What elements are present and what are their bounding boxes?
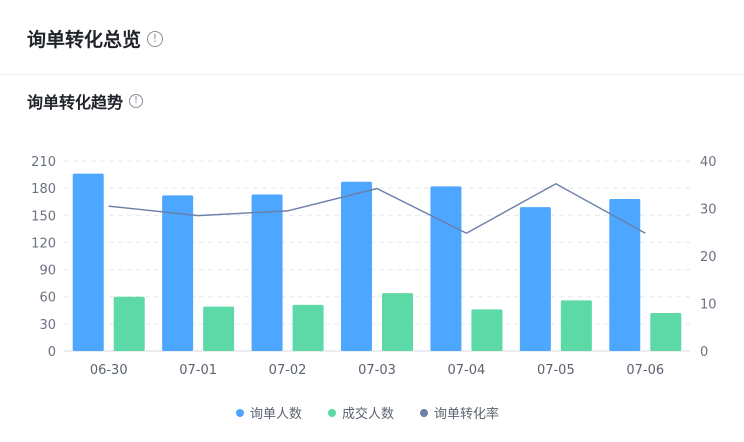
bar-deal[interactable] — [382, 293, 413, 351]
bar-deal[interactable] — [560, 300, 592, 351]
legend-marker[interactable] — [420, 409, 428, 417]
y-left-tick-label: 150 — [31, 209, 56, 224]
x-tick-label: 07-06 — [626, 363, 664, 378]
legend-marker[interactable] — [236, 409, 244, 417]
x-tick-label: 07-03 — [358, 363, 396, 378]
bar-inquiry[interactable] — [609, 199, 641, 351]
bar-deal[interactable] — [471, 309, 503, 351]
page-title: 询单转化总览 ! — [27, 25, 164, 52]
legend-item[interactable]: 成交人数 — [342, 406, 394, 422]
y-right-tick-label: 40 — [700, 155, 717, 170]
legend-item[interactable]: 询单转化率 — [434, 406, 499, 422]
legend-item[interactable]: 询单人数 — [250, 407, 302, 422]
y-left-tick-label: 180 — [31, 182, 56, 197]
bar-inquiry[interactable] — [430, 186, 462, 351]
bar-inquiry[interactable] — [162, 195, 194, 351]
conversion-rate-line — [108, 183, 646, 234]
info-icon[interactable]: ! — [129, 94, 144, 108]
bar-inquiry[interactable] — [519, 207, 551, 351]
bar-deal[interactable] — [113, 296, 145, 351]
bar-inquiry[interactable] — [251, 194, 283, 351]
bar-deal[interactable] — [203, 306, 235, 351]
y-right-tick-label: 30 — [700, 203, 717, 218]
page-header: 询单转化总览 ! — [0, 0, 744, 75]
y-left-tick-label: 30 — [39, 318, 56, 333]
section-title-text: 询单转化趋势 — [27, 93, 124, 112]
x-tick-label: 07-01 — [179, 363, 217, 378]
x-tick-label: 07-05 — [537, 363, 575, 378]
y-right-tick-label: 0 — [700, 345, 708, 360]
y-left-tick-label: 210 — [31, 155, 56, 170]
bar-inquiry[interactable] — [72, 173, 104, 351]
y-left-tick-label: 90 — [39, 264, 56, 279]
legend-marker[interactable] — [328, 409, 336, 417]
y-left-tick-label: 0 — [48, 345, 56, 360]
bar-deal[interactable] — [650, 313, 682, 351]
info-icon[interactable]: ! — [147, 30, 164, 47]
y-right-tick-label: 10 — [700, 298, 717, 313]
y-left-tick-label: 60 — [39, 291, 56, 306]
x-tick-label: 06-30 — [90, 363, 128, 378]
x-tick-label: 07-04 — [448, 363, 486, 378]
bar-deal[interactable] — [292, 304, 324, 351]
page-title-text: 询单转化总览 — [27, 29, 142, 51]
section-title: 询单转化趋势 ! — [27, 89, 144, 113]
y-right-tick-label: 20 — [700, 250, 717, 265]
bar-inquiry[interactable] — [341, 181, 372, 351]
x-tick-label: 07-02 — [269, 363, 307, 378]
y-left-tick-label: 120 — [31, 236, 56, 251]
